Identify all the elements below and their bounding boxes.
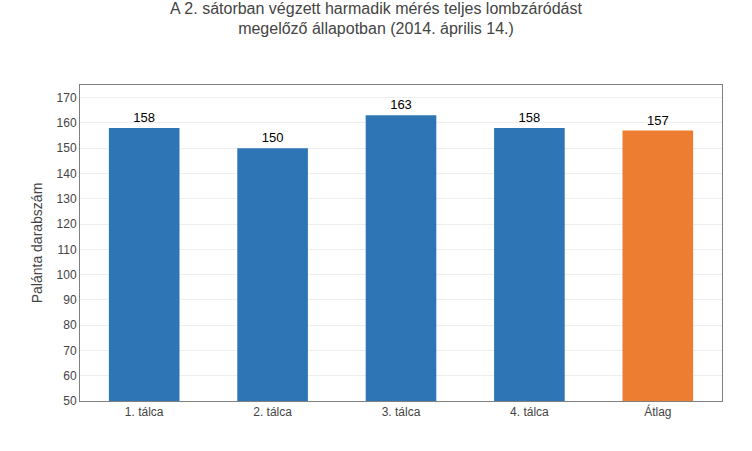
svg-text:158: 158	[519, 110, 541, 125]
svg-text:150: 150	[57, 141, 77, 155]
svg-text:3. tálca: 3. tálca	[382, 405, 421, 419]
svg-text:70: 70	[63, 344, 77, 358]
svg-text:A 2. sátorban végzett harmadik: A 2. sátorban végzett harmadik mérés tel…	[170, 0, 582, 37]
svg-text:170: 170	[57, 91, 77, 105]
svg-text:2. tálca: 2. tálca	[253, 405, 292, 419]
svg-text:60: 60	[63, 369, 77, 383]
svg-text:Palánta darabszám: Palánta darabszám	[29, 183, 45, 304]
svg-text:163: 163	[390, 97, 412, 112]
svg-text:80: 80	[63, 318, 77, 332]
svg-text:158: 158	[133, 110, 155, 125]
svg-text:4. tálca: 4. tálca	[510, 405, 549, 419]
svg-text:140: 140	[57, 167, 77, 181]
svg-text:90: 90	[63, 293, 77, 307]
svg-text:120: 120	[57, 217, 77, 231]
svg-text:Átlag: Átlag	[644, 404, 671, 419]
svg-text:160: 160	[57, 116, 77, 130]
svg-text:157: 157	[647, 113, 669, 128]
svg-text:150: 150	[262, 130, 284, 145]
svg-text:100: 100	[57, 268, 77, 282]
svg-text:50: 50	[63, 394, 77, 408]
svg-text:110: 110	[57, 243, 76, 257]
svg-text:1. tálca: 1. tálca	[125, 405, 164, 419]
svg-text:130: 130	[57, 192, 77, 206]
